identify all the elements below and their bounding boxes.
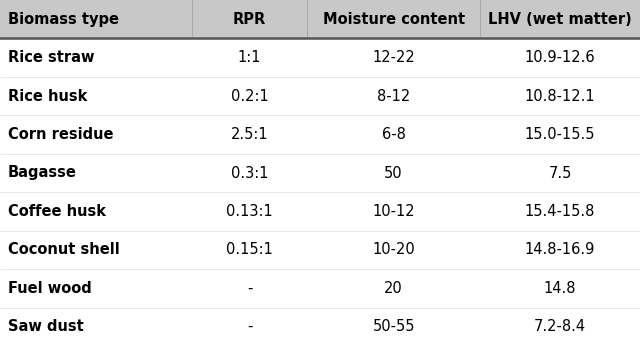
- Text: Coffee husk: Coffee husk: [8, 204, 106, 219]
- Text: 0.15:1: 0.15:1: [226, 243, 273, 257]
- Text: 15.4-15.8: 15.4-15.8: [525, 204, 595, 219]
- Text: 7.2-8.4: 7.2-8.4: [534, 319, 586, 334]
- Text: 14.8: 14.8: [544, 281, 576, 296]
- Text: Corn residue: Corn residue: [8, 127, 113, 142]
- Text: 8-12: 8-12: [377, 89, 410, 103]
- Text: -: -: [247, 281, 252, 296]
- Text: 2.5:1: 2.5:1: [231, 127, 268, 142]
- Text: Fuel wood: Fuel wood: [8, 281, 92, 296]
- Text: Biomass type: Biomass type: [8, 12, 118, 27]
- Text: 0.2:1: 0.2:1: [231, 89, 268, 103]
- Text: 50: 50: [384, 165, 403, 181]
- Bar: [0, 0, 640, 38]
- Text: Bagasse: Bagasse: [8, 165, 77, 181]
- Text: 12-22: 12-22: [372, 50, 415, 65]
- Text: 6-8: 6-8: [381, 127, 406, 142]
- Text: LHV (wet matter): LHV (wet matter): [488, 12, 632, 27]
- Text: 10.9-12.6: 10.9-12.6: [525, 50, 595, 65]
- Text: 14.8-16.9: 14.8-16.9: [525, 243, 595, 257]
- Text: 15.0-15.5: 15.0-15.5: [525, 127, 595, 142]
- Text: 50-55: 50-55: [372, 319, 415, 334]
- Text: 10-12: 10-12: [372, 204, 415, 219]
- Text: Rice husk: Rice husk: [8, 89, 87, 103]
- Text: Moisture content: Moisture content: [323, 12, 465, 27]
- Text: Coconut shell: Coconut shell: [8, 243, 120, 257]
- Text: RPR: RPR: [233, 12, 266, 27]
- Text: Rice straw: Rice straw: [8, 50, 94, 65]
- Text: 10-20: 10-20: [372, 243, 415, 257]
- Text: 1:1: 1:1: [238, 50, 261, 65]
- Text: 7.5: 7.5: [548, 165, 572, 181]
- Text: 10.8-12.1: 10.8-12.1: [525, 89, 595, 103]
- Text: 20: 20: [384, 281, 403, 296]
- Text: 0.13:1: 0.13:1: [226, 204, 273, 219]
- Text: -: -: [247, 319, 252, 334]
- Bar: [0, 38, 640, 346]
- Text: 0.3:1: 0.3:1: [231, 165, 268, 181]
- Text: Saw dust: Saw dust: [8, 319, 83, 334]
